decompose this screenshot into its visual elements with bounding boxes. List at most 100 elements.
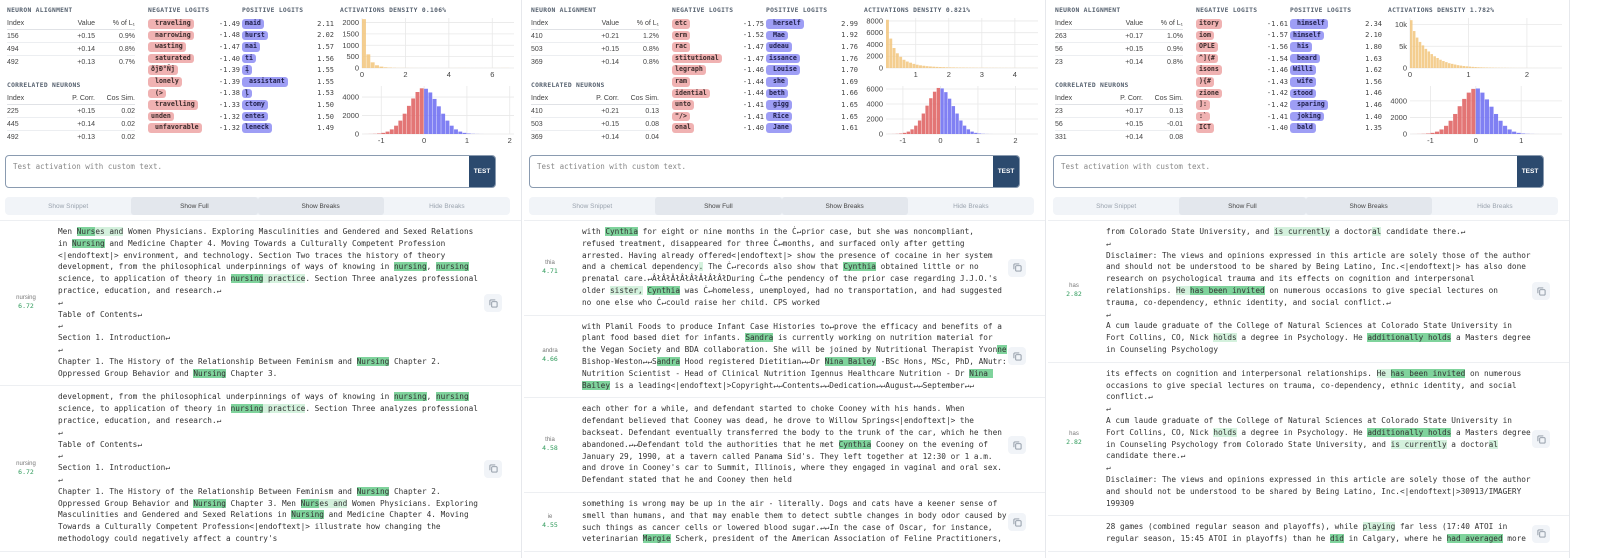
- custom-text-input[interactable]: Test activation with custom text.: [13, 162, 163, 171]
- negative-logit-row: :` -1.41: [1196, 111, 1288, 123]
- show-breaks-button[interactable]: Show Breaks: [257, 197, 384, 215]
- max-token: has: [1069, 283, 1079, 290]
- show-snippet-button[interactable]: Show Snippet: [48, 202, 89, 210]
- logit-value: 1.80: [1365, 42, 1382, 51]
- hide-breaks-button[interactable]: Hide Breaks: [953, 202, 989, 210]
- logit-value: 1.70: [841, 66, 858, 75]
- x-tick-label: 2: [508, 136, 512, 145]
- correlated-row[interactable]: 23 +0.17 0.13: [1055, 105, 1183, 118]
- example-label: thia 4.71: [524, 226, 582, 309]
- histogram-bar: [1516, 132, 1521, 134]
- correlated-row[interactable]: 503 +0.15 0.08: [531, 118, 659, 131]
- histogram-bar: [1459, 65, 1463, 68]
- custom-text-field[interactable]: Test activation with custom text. TEST: [529, 155, 1020, 188]
- example-label: [1048, 521, 1106, 545]
- custom-text-field[interactable]: Test activation with custom text. TEST: [1053, 155, 1544, 188]
- show-breaks-button[interactable]: Show Breaks: [1305, 197, 1432, 215]
- highlighted-token: Sandra: [745, 333, 774, 343]
- correlated-row[interactable]: 445 +0.14 0.02: [7, 118, 135, 131]
- neuron-alignment-table: Index Value % of L₁ 410 +0.21 1.2% 503 +0.15 0.…: [531, 17, 659, 69]
- text-segment: each other for a while, and defendant st…: [582, 404, 1007, 449]
- max-activation: 6.72: [18, 467, 34, 476]
- histogram-bar: [1439, 129, 1444, 134]
- histogram-bar: [929, 98, 933, 134]
- copy-button[interactable]: [1532, 282, 1550, 301]
- logit-token: unfavorable: [148, 123, 202, 133]
- copy-button[interactable]: [1008, 258, 1026, 277]
- correlated-row[interactable]: 225 +0.15 0.02: [7, 105, 135, 118]
- show-breaks-button[interactable]: Show Breaks: [781, 197, 908, 215]
- copy-icon: [488, 299, 498, 308]
- histogram-bar: [1462, 66, 1466, 68]
- copy-button[interactable]: [484, 294, 502, 313]
- test-button[interactable]: TEST: [1517, 156, 1543, 187]
- histogram-bar: [389, 129, 394, 134]
- logit-token: stitutional: [672, 53, 722, 64]
- copy-button[interactable]: [1008, 436, 1026, 455]
- negative-logits-heading: NEGATIVE LOGITS: [672, 7, 734, 14]
- positive-logit-row: maid 2.11: [242, 18, 334, 30]
- alignment-cell: 0.8%: [119, 45, 135, 53]
- copy-button[interactable]: [484, 459, 502, 478]
- alignment-row: 492 +0.13 0.7%: [7, 56, 135, 69]
- histogram-bar: [889, 38, 893, 68]
- positive-logit-row: issance 1.76: [766, 53, 858, 65]
- copy-button[interactable]: [1008, 513, 1026, 532]
- logit-value: 1.46: [1365, 89, 1382, 98]
- histogram-bar: [398, 120, 403, 134]
- highlighted-token: nursing: [393, 392, 427, 402]
- alignment-cell: 156: [7, 32, 19, 40]
- logit-token: Willi: [1290, 65, 1316, 75]
- correlated-row[interactable]: 410 +0.21 0.13: [531, 105, 659, 118]
- x-tick-label: 4: [1013, 70, 1017, 79]
- max-activation: 6.72: [18, 302, 34, 311]
- alignment-row: 369 +0.14 0.8%: [531, 56, 659, 69]
- alignment-cell: 503: [531, 45, 543, 53]
- test-button[interactable]: TEST: [469, 156, 495, 187]
- custom-text-field[interactable]: Test activation with custom text. TEST: [5, 155, 496, 188]
- logit-token: ram: [672, 77, 690, 87]
- view-toggle-group: Show Snippet Show Full Show Breaks Hide …: [529, 197, 1034, 215]
- neuron-alignment-heading: NEURON ALIGNMENT: [7, 7, 73, 14]
- positive-logits-list: maid 2.11 hurst 2.02 nai 1.57 ti 1.56 į 1.55 assi…: [242, 18, 334, 134]
- show-full-button[interactable]: Show Full: [1179, 197, 1306, 215]
- show-snippet-button[interactable]: Show Snippet: [1096, 202, 1137, 210]
- density-label: ACTIVATIONS DENSITY: [1388, 7, 1466, 14]
- x-tick-label: 0: [1474, 136, 1478, 145]
- correlated-row[interactable]: 369 +0.14 0.04: [531, 131, 659, 144]
- logit-token: ^](#: [1196, 53, 1218, 64]
- histogram-bar: [899, 56, 903, 68]
- copy-button[interactable]: [1532, 524, 1550, 543]
- y-tick-label: 0: [1403, 64, 1407, 73]
- copy-button[interactable]: [1008, 347, 1026, 366]
- copy-button[interactable]: [1532, 430, 1550, 449]
- custom-text-input[interactable]: Test activation with custom text.: [1061, 162, 1211, 171]
- max-token: thia: [545, 437, 555, 444]
- hide-breaks-button[interactable]: Hide Breaks: [1477, 202, 1513, 210]
- text-segment: far less (17:40 ATOI in regular season, …: [1106, 522, 1512, 544]
- example-row: thia 4.71 with Cynthia for eight or nine m…: [524, 221, 1045, 316]
- alignment-cell: +0.14: [1125, 59, 1143, 66]
- positive-logit-row: herself 2.99: [766, 18, 858, 30]
- text-segment: on numerous occasions to give special le…: [1106, 285, 1512, 343]
- test-button[interactable]: TEST: [993, 156, 1019, 187]
- correlated-row[interactable]: 331 +0.14 0.08: [1055, 131, 1183, 144]
- highlighted-token: He: [1176, 285, 1190, 295]
- histogram-bar: [942, 67, 946, 68]
- hide-breaks-button[interactable]: Hide Breaks: [429, 202, 465, 210]
- custom-text-input[interactable]: Test activation with custom text.: [537, 162, 687, 171]
- show-full-button[interactable]: Show Full: [131, 197, 258, 215]
- table-header: Index P. Corr. Cos Sim.: [531, 92, 659, 105]
- highlighted-token: additionally holds: [1367, 427, 1452, 437]
- correlated-row[interactable]: 56 +0.15 -0.01: [1055, 118, 1183, 131]
- neuron-panel: NEURON ALIGNMENT Index Value % of L₁ 156 +0…: [0, 0, 522, 558]
- histogram-bar: [977, 133, 982, 134]
- histogram-bar: [955, 113, 959, 134]
- show-full-button[interactable]: Show Full: [655, 197, 782, 215]
- view-toggle-group: Show Snippet Show Full Show Breaks Hide …: [5, 197, 510, 215]
- histogram-bar: [1427, 51, 1431, 68]
- histogram-bar: [441, 113, 446, 134]
- correlated-row[interactable]: 492 +0.13 0.02: [7, 131, 135, 144]
- histogram-bar: [909, 62, 913, 68]
- show-snippet-button[interactable]: Show Snippet: [572, 202, 613, 210]
